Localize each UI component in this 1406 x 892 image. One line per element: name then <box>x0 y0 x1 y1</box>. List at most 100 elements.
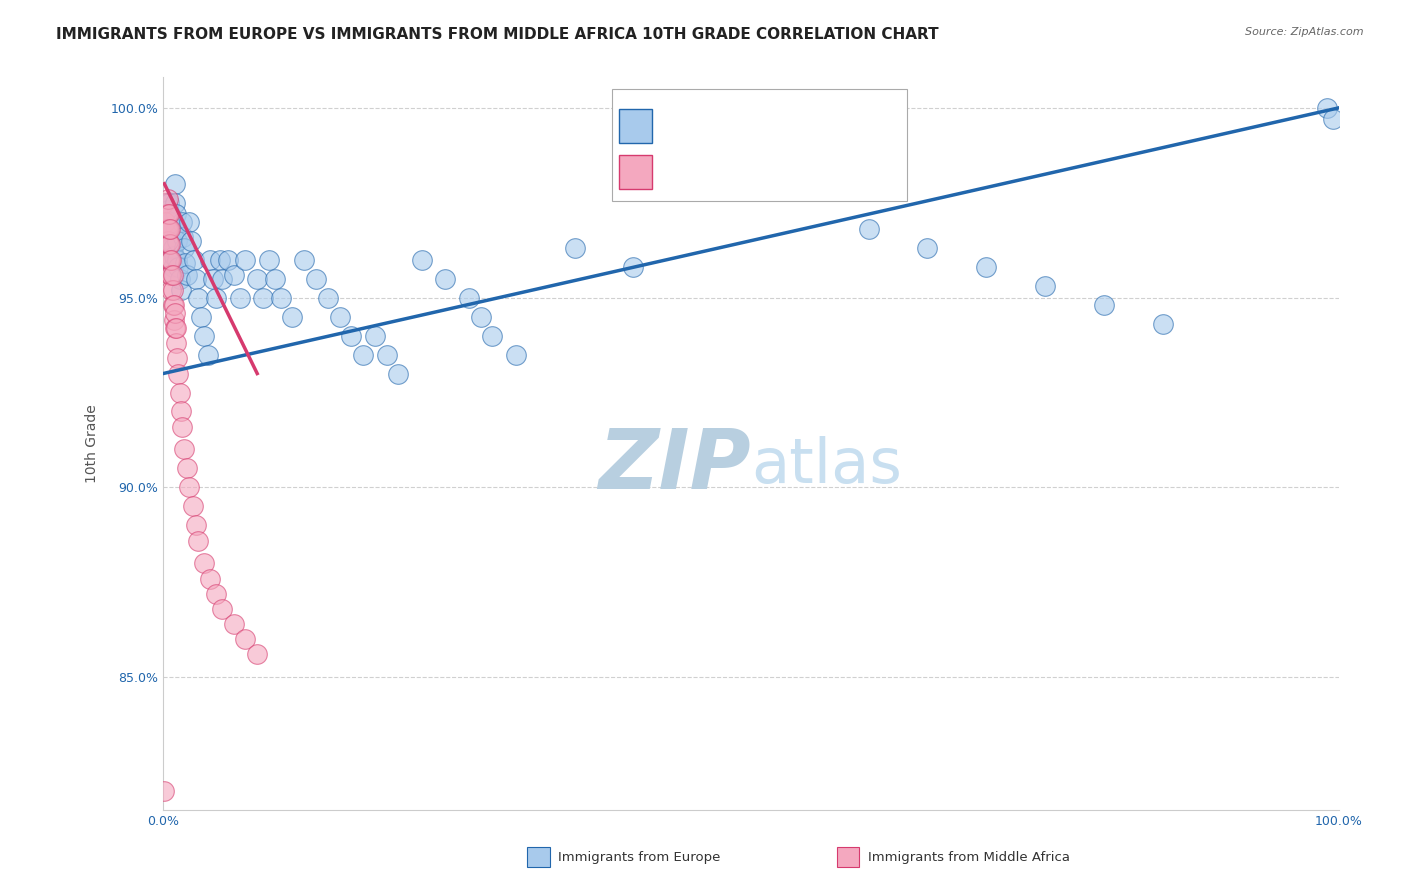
Point <box>364 328 387 343</box>
Point <box>208 252 231 267</box>
Point <box>157 234 180 248</box>
Text: Source: ZipAtlas.com: Source: ZipAtlas.com <box>1246 27 1364 37</box>
Point <box>156 222 179 236</box>
Point <box>157 222 180 236</box>
Point <box>187 533 209 548</box>
Point <box>155 215 177 229</box>
Point <box>352 347 374 361</box>
Point <box>316 291 339 305</box>
Point <box>305 271 328 285</box>
Point <box>173 442 195 457</box>
Point <box>292 252 315 267</box>
Text: Immigrants from Europe: Immigrants from Europe <box>558 851 720 863</box>
Point <box>160 234 183 248</box>
Point <box>157 237 180 252</box>
Point <box>156 207 179 221</box>
Point <box>156 207 179 221</box>
Point <box>1316 101 1339 115</box>
Point <box>157 195 180 210</box>
Point <box>176 268 198 282</box>
Point <box>470 310 492 324</box>
Point <box>169 385 191 400</box>
Point <box>235 252 257 267</box>
Point <box>211 271 233 285</box>
Point <box>187 291 209 305</box>
Point <box>222 268 245 282</box>
Point <box>170 283 193 297</box>
Point <box>222 617 245 632</box>
Point <box>160 215 183 229</box>
Point <box>252 291 274 305</box>
Point <box>173 241 195 255</box>
Point <box>623 260 645 275</box>
Text: Immigrants from Middle Africa: Immigrants from Middle Africa <box>868 851 1070 863</box>
Point <box>193 557 215 571</box>
Point <box>1152 317 1174 331</box>
Point <box>160 252 183 267</box>
Point <box>205 291 228 305</box>
Point <box>246 271 269 285</box>
Point <box>197 347 219 361</box>
Point <box>198 252 221 267</box>
Point <box>165 222 187 236</box>
Point <box>169 271 191 285</box>
Point <box>159 222 181 236</box>
Text: IMMIGRANTS FROM EUROPE VS IMMIGRANTS FROM MIDDLE AFRICA 10TH GRADE CORRELATION C: IMMIGRANTS FROM EUROPE VS IMMIGRANTS FRO… <box>56 27 939 42</box>
Text: atlas: atlas <box>751 435 901 496</box>
Point <box>235 632 257 647</box>
Point <box>159 268 181 282</box>
Point <box>162 283 184 297</box>
Text: ZIP: ZIP <box>599 425 751 507</box>
Text: R = 0.355   N = 80: R = 0.355 N = 80 <box>664 117 834 135</box>
Point <box>176 461 198 475</box>
Point <box>165 207 187 221</box>
Point <box>193 328 215 343</box>
Point <box>165 336 187 351</box>
Point <box>159 222 181 236</box>
Point <box>159 252 181 267</box>
Point <box>166 351 188 366</box>
Point <box>257 252 280 267</box>
Point <box>163 306 186 320</box>
Point <box>375 347 398 361</box>
Point <box>858 222 880 236</box>
Point <box>163 177 186 191</box>
Point <box>153 784 176 798</box>
Point <box>228 291 250 305</box>
Point <box>162 222 184 236</box>
Point <box>184 518 207 533</box>
Point <box>167 260 190 275</box>
Point <box>177 480 200 494</box>
Point <box>160 268 183 282</box>
Point <box>181 500 204 514</box>
Point <box>165 321 187 335</box>
Point <box>159 237 181 252</box>
Point <box>160 283 183 297</box>
Point <box>163 249 186 263</box>
Point <box>170 419 193 434</box>
Point <box>190 310 212 324</box>
Point <box>1033 279 1056 293</box>
Y-axis label: 10th Grade: 10th Grade <box>86 404 100 483</box>
Point <box>156 222 179 236</box>
Point <box>180 234 202 248</box>
Point <box>170 215 193 229</box>
Point <box>505 347 527 361</box>
Point <box>340 328 363 343</box>
Point <box>183 252 205 267</box>
Point <box>411 252 433 267</box>
Point <box>167 367 190 381</box>
Point <box>163 313 186 327</box>
Point <box>281 310 304 324</box>
Point <box>263 271 285 285</box>
Point <box>1092 298 1115 312</box>
Point <box>172 230 194 244</box>
Point <box>163 268 186 282</box>
Point <box>159 241 181 255</box>
Point <box>156 203 179 218</box>
Point <box>205 587 228 601</box>
Point <box>162 241 184 255</box>
Point <box>156 215 179 229</box>
Point <box>201 271 224 285</box>
Point <box>328 310 350 324</box>
